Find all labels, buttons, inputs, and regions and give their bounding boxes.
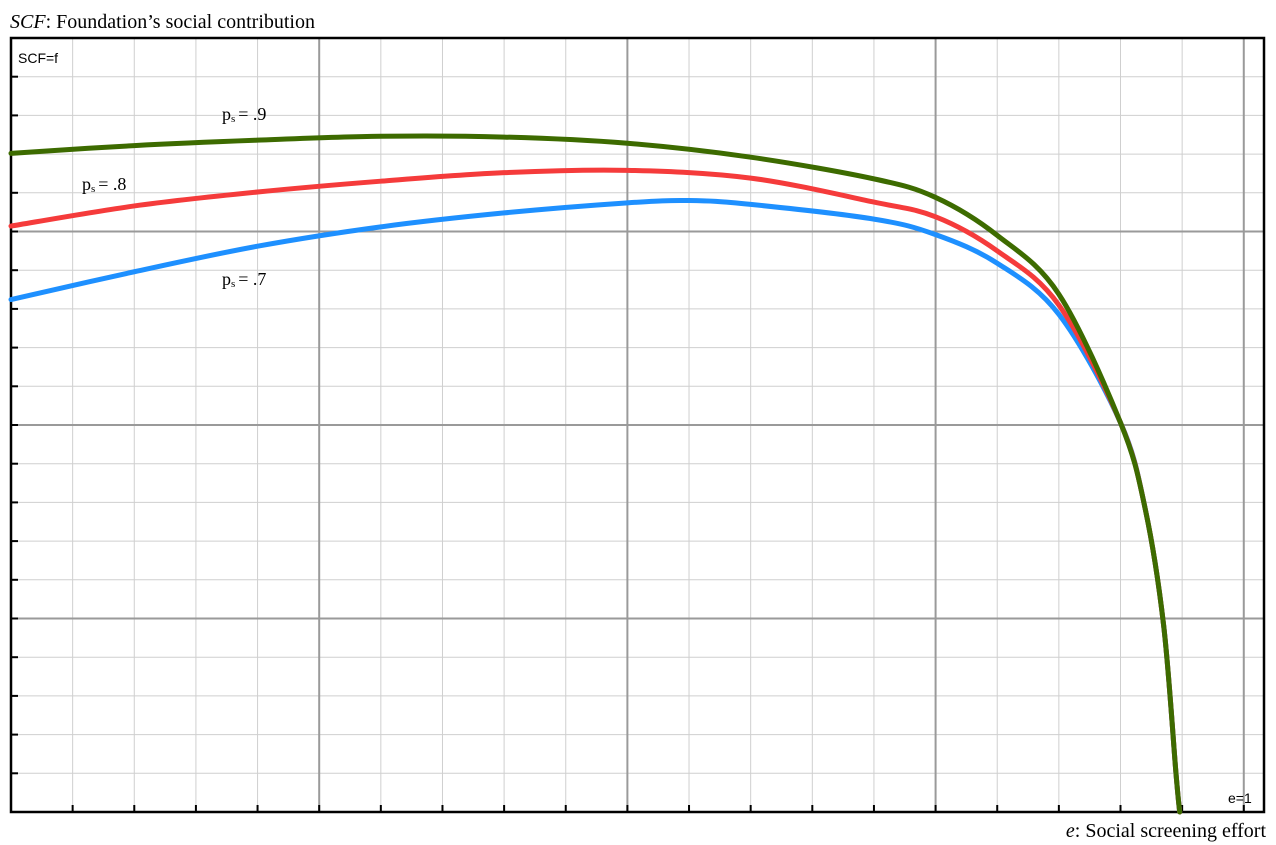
series-layer (8, 133, 1183, 815)
series-line-ps-09 (8, 133, 1183, 815)
series-label-ps-07: ps = .7 (222, 269, 266, 290)
series-label-ps-08-value: = .8 (98, 174, 126, 194)
grid-major (11, 38, 1264, 812)
series-label-ps-07-symbol: p (222, 269, 231, 289)
y-axis-tag: SCF=f (18, 50, 58, 66)
series-label-ps-09-sub: s (231, 113, 235, 125)
series-label-ps-09: ps = .9 (222, 104, 266, 125)
series-label-ps-09-value: = .9 (238, 104, 266, 124)
chart-title-prefix: SCF (10, 11, 46, 33)
chart-title: SCF: Foundation’s social contribution (10, 11, 315, 33)
x-axis-label-rest: : Social screening effort (1075, 820, 1267, 842)
x-axis-label: e: Social screening effort (1066, 820, 1267, 842)
series-label-ps-08: ps = .8 (82, 174, 126, 195)
series-label-ps-07-value: = .7 (238, 269, 266, 289)
series-label-ps-09-symbol: p (222, 104, 231, 124)
plot-frame (9, 36, 1266, 814)
series-label-ps-07-sub: s (231, 278, 235, 290)
chart-title-rest: : Foundation’s social contribution (46, 11, 315, 33)
series-label-ps-08-sub: s (91, 183, 95, 195)
x-axis-tag: e=1 (1228, 790, 1252, 806)
series-label-ps-08-symbol: p (82, 174, 91, 194)
series-line-ps-07 (8, 197, 1183, 815)
x-axis-label-prefix: e (1066, 820, 1075, 842)
